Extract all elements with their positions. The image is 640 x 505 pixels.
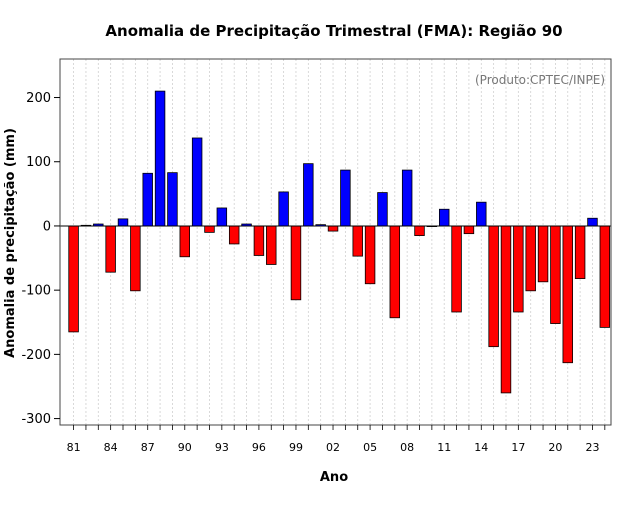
y-tick-label: -200 <box>21 348 51 363</box>
bar-2019 <box>537 225 549 283</box>
y-axis: -300 -200 -100 0 100 200 <box>21 91 60 427</box>
bar-1988 <box>154 90 166 227</box>
bar-2016 <box>500 225 512 394</box>
bar-1986 <box>130 225 141 292</box>
bars <box>68 90 611 394</box>
bar-2005 <box>364 225 376 285</box>
bar-undefined <box>599 225 611 328</box>
bar-2018 <box>525 225 536 292</box>
bar-1999 <box>290 225 302 301</box>
x-axis-label: Ano <box>320 470 348 485</box>
bar-1998 <box>278 191 289 227</box>
x-tick-label: 87 <box>141 441 155 454</box>
y-tick-label: -300 <box>21 412 51 427</box>
x-tick-label: 08 <box>400 441 414 454</box>
gridlines <box>73 59 606 425</box>
y-tick-label: 0 <box>43 219 51 234</box>
x-tick-label: 84 <box>104 441 118 454</box>
bar-2009 <box>414 225 425 236</box>
bar-1992 <box>204 225 215 233</box>
bar-1989 <box>167 172 178 227</box>
bar-2003 <box>340 169 351 227</box>
x-tick-label: 14 <box>474 441 488 454</box>
x-tick-label: 23 <box>585 441 599 454</box>
bar-1984 <box>105 225 116 273</box>
x-tick-label: 17 <box>511 441 525 454</box>
bar-2002 <box>327 225 339 232</box>
bar-2004 <box>352 225 363 257</box>
bar-2014 <box>476 201 487 227</box>
y-tick-label: 100 <box>26 155 51 170</box>
y-tick-label: 200 <box>26 91 51 106</box>
x-tick-label: 90 <box>178 441 192 454</box>
x-tick-label: 99 <box>289 441 303 454</box>
bar-1997 <box>266 225 277 265</box>
x-tick-label: 81 <box>67 441 81 454</box>
bar-2022 <box>574 225 586 279</box>
bar-1987 <box>142 172 153 227</box>
bar-2015 <box>488 225 499 348</box>
x-tick-label: 93 <box>215 441 229 454</box>
credit-label: (Produto:CPTEC/INPE) <box>475 73 605 87</box>
chart-title: Anomalia de Precipitação Trimestral (FMA… <box>105 22 562 40</box>
bar-1993 <box>216 207 228 227</box>
bar-2007 <box>389 225 401 319</box>
bar-2011 <box>438 208 450 227</box>
x-axis: 81 84 87 90 93 96 99 02 05 08 11 14 17 20 23 <box>67 425 606 454</box>
bar-2013 <box>463 225 475 235</box>
bar-2008 <box>401 169 413 227</box>
y-axis-label: Anomalia de precipitação (mm) <box>3 128 18 358</box>
bar-2017 <box>513 225 524 313</box>
bar-2021 <box>562 225 573 364</box>
x-tick-label: 05 <box>363 441 377 454</box>
x-tick-label: 02 <box>326 441 340 454</box>
bar-1985 <box>117 218 129 227</box>
bar-2023 <box>587 217 598 227</box>
bar-2020 <box>550 225 561 324</box>
plot-frame <box>59 58 612 426</box>
bar-2006 <box>377 192 388 227</box>
bar-1996 <box>253 225 265 256</box>
x-tick-label: 11 <box>437 441 451 454</box>
bar-1990 <box>179 225 191 258</box>
x-tick-label: 96 <box>252 441 266 454</box>
bar-2012 <box>451 225 462 313</box>
x-tick-label: 20 <box>548 441 562 454</box>
y-tick-label: -100 <box>21 284 51 299</box>
bar-1981 <box>68 225 79 333</box>
bar-1991 <box>191 137 203 227</box>
bar-1994 <box>228 225 240 245</box>
bar-2000 <box>303 163 314 227</box>
